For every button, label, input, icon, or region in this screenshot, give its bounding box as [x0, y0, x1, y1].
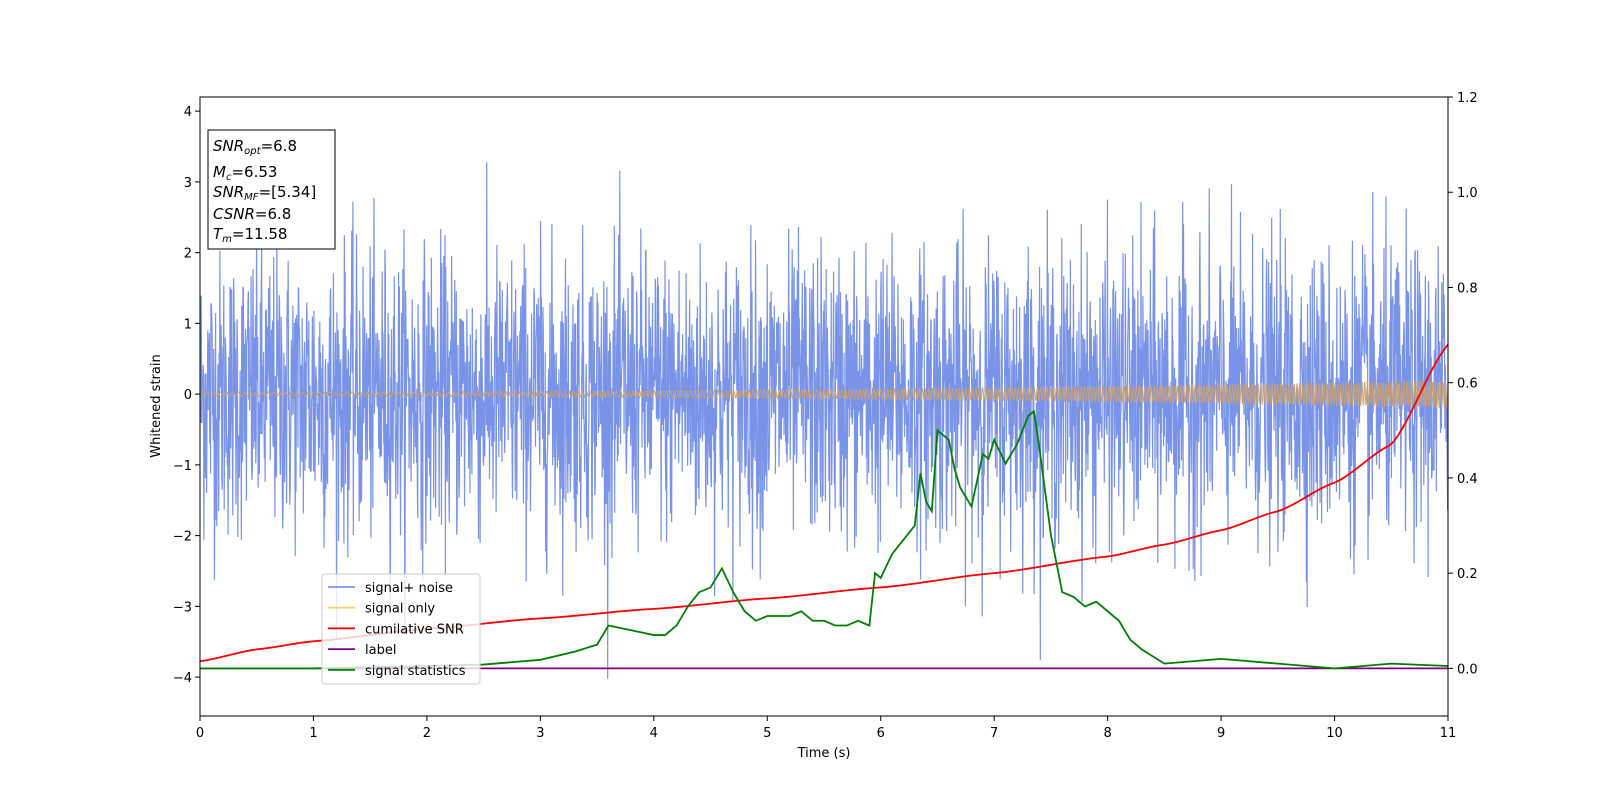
legend-label: signal only: [365, 602, 435, 617]
legend-label: label: [365, 643, 396, 658]
plot-frame: [199, 96, 1449, 717]
legend-label: signal statistics: [365, 664, 466, 679]
y-axis-label: Whitened strain: [149, 354, 164, 457]
annotation-line-mc: Mc=6.53: [213, 163, 277, 183]
legend-frame: [321, 573, 481, 685]
y-left-tick-label: −3: [173, 600, 192, 615]
x-axis-label: Time (s): [797, 746, 851, 761]
y-right-tick-label: 0.8: [1457, 281, 1478, 296]
x-tick-label: 0: [196, 726, 204, 741]
y-left-tick-label: 4: [184, 105, 192, 120]
x-tick-label: 7: [990, 726, 998, 741]
legend: signal+ noise signal only cumilative SNR la…: [321, 573, 481, 685]
x-tick-label: 9: [1217, 726, 1225, 741]
y-right-tick-label: 1.2: [1457, 91, 1478, 106]
annotation-line-tm: Tm=11.58: [213, 225, 287, 245]
y-right-tick-label: 0.6: [1457, 377, 1478, 392]
legend-entry: cumilative SNR: [328, 622, 464, 637]
x-tick-label: 3: [536, 726, 544, 741]
y-left-tick-label: 1: [184, 317, 192, 332]
y-right-tick-label: 0.4: [1457, 472, 1478, 487]
x-tick-label: 11: [1440, 726, 1457, 741]
annotation-frame: [207, 129, 336, 250]
y-left-tick-label: −2: [173, 530, 192, 545]
y-left-tick-label: −1: [173, 459, 192, 474]
y-right-tick-label: 0.0: [1457, 662, 1478, 677]
legend-entry: signal statistics: [328, 664, 466, 679]
annotation-line-snr-mf: SNRMF=[5.34]: [213, 183, 316, 203]
y-left-tick-label: 2: [184, 247, 192, 262]
y-left-tick-label: 0: [184, 388, 192, 403]
y-left-tick-label: 3: [184, 176, 192, 191]
annotation-line-snr-opt: SNRopt=6.8: [213, 137, 297, 157]
axes-layer: 0 1 2 3 4 5 6 7 8 9 10 11 −4 −3 −2 −1 0 1 2 3 4 0.0 0.2 0.4 0.6 0…: [173, 91, 1478, 741]
x-tick-label: 5: [763, 726, 771, 741]
x-tick-label: 4: [650, 726, 658, 741]
legend-label: signal+ noise: [365, 581, 453, 596]
x-tick-label: 2: [423, 726, 431, 741]
annotation-line-csnr: CSNR=6.8: [213, 205, 291, 223]
y-right-tick-label: 1.0: [1457, 186, 1478, 201]
series-signal-statistics: [200, 409, 1448, 670]
annotation-box: SNRopt=6.8 Mc=6.53 SNRMF=[5.34] CSNR=6.8…: [207, 129, 336, 250]
series-signal-only: [200, 380, 1448, 409]
x-tick-label: 6: [877, 726, 885, 741]
legend-entry: signal only: [328, 602, 435, 617]
series-signal-noise: [200, 162, 1448, 679]
legend-entry: label: [328, 643, 396, 658]
x-tick-label: 8: [1103, 726, 1111, 741]
x-tick-label: 1: [309, 726, 317, 741]
y-left-tick-label: −4: [173, 671, 192, 686]
legend-entry: signal+ noise: [328, 581, 453, 596]
y-right-tick-label: 0.2: [1457, 567, 1478, 582]
x-tick-label: 10: [1326, 726, 1343, 741]
legend-label: cumilative SNR: [365, 622, 464, 637]
